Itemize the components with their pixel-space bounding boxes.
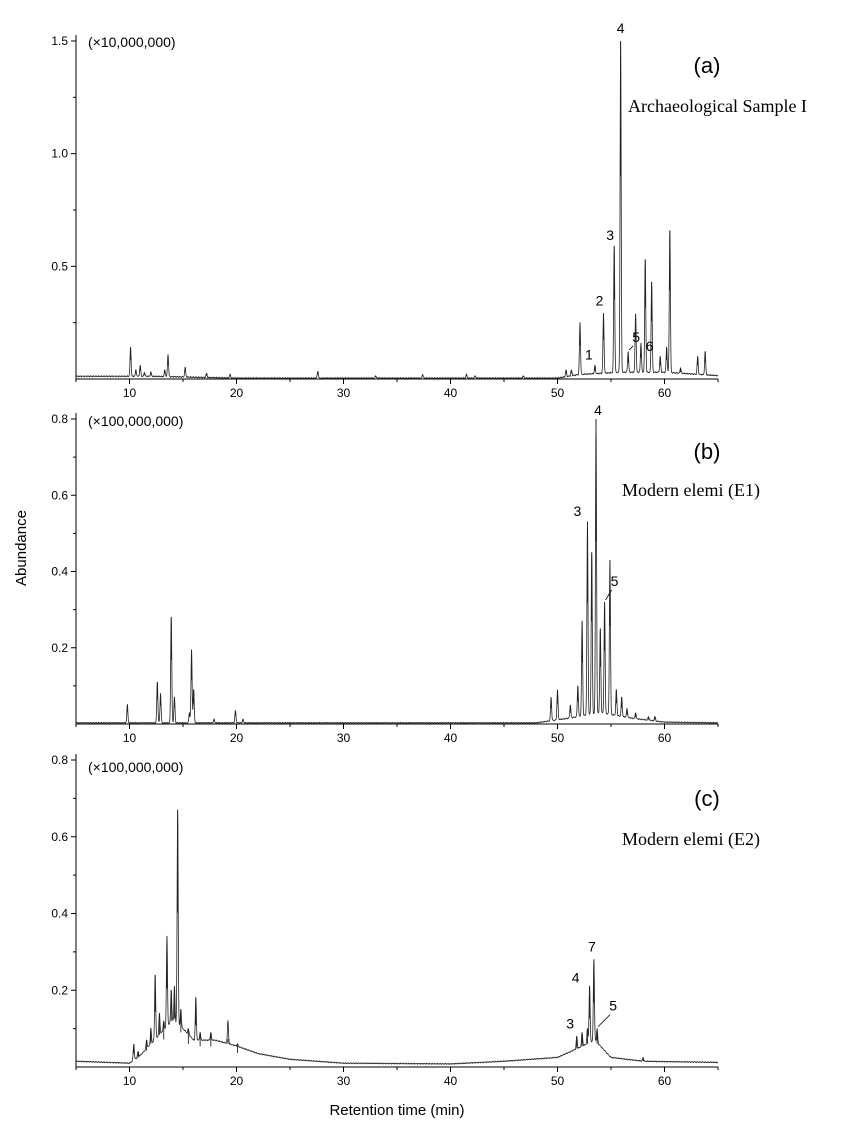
- peak-annotation: 5: [632, 329, 640, 345]
- y-tick-label: 0.6: [51, 488, 68, 502]
- y-multiplier-label: (×10,000,000): [88, 34, 176, 50]
- panels-container: 10 20 30 40 50 60 0.5 1.0 1.5 (×10,000,000) (a) Arc…: [51, 20, 807, 1088]
- peak-annotation: 4: [617, 20, 625, 36]
- panel-b: 10 20 30 40 50 60 0.2 0.4 0.6 0.8 (×100,000,000) (b…: [51, 402, 760, 745]
- x-tick-label: 60: [658, 731, 672, 745]
- panel-letter: (a): [694, 53, 721, 78]
- x-tick-label: 10: [123, 1074, 137, 1088]
- x-tick-label: 20: [230, 386, 244, 400]
- y-tick-label: 0.4: [51, 565, 68, 579]
- panel-a: 10 20 30 40 50 60 0.5 1.0 1.5 (×10,000,000) (a) Arc…: [51, 20, 807, 400]
- annotation-leader: [605, 589, 612, 601]
- peak-annotation: 4: [594, 402, 602, 418]
- x-tick-label: 40: [444, 1074, 458, 1088]
- x-tick-label: 10: [123, 731, 137, 745]
- peak-annotation: 7: [588, 939, 596, 955]
- peak-annotation: 5: [611, 573, 619, 589]
- x-tick-label: 50: [551, 731, 565, 745]
- panel-title: Modern elemi (E1): [622, 480, 760, 501]
- y-tick-label: 1.0: [51, 147, 68, 161]
- y-tick-label: 0.8: [51, 412, 68, 426]
- y-tick-label: 0.6: [51, 830, 68, 844]
- y-tick-label: 0.8: [51, 753, 68, 767]
- x-tick-label: 30: [337, 1074, 351, 1088]
- x-tick-label: 20: [230, 1074, 244, 1088]
- annotation-leader: [597, 1014, 611, 1027]
- y-multiplier-label: (×100,000,000): [88, 413, 183, 429]
- x-tick-label: 10: [123, 386, 137, 400]
- panel-title: Modern elemi (E2): [622, 829, 760, 850]
- x-tick-label: 40: [444, 386, 458, 400]
- x-tick-label: 60: [658, 1074, 672, 1088]
- chromatogram-trace: [75, 419, 719, 724]
- panel-c: 10 20 30 40 50 60 0.2 0.4 0.6 0.8 (×100,000,000) (c…: [51, 753, 760, 1088]
- peak-annotation: 3: [606, 227, 614, 243]
- peak-annotation: 6: [646, 338, 654, 354]
- x-tick-label: 50: [551, 1074, 565, 1088]
- peak-annotation: 4: [572, 969, 580, 985]
- x-tick-label: 20: [230, 731, 244, 745]
- peak-annotation: 5: [609, 998, 617, 1014]
- y-tick-label: 0.2: [51, 641, 68, 655]
- y-tick-label: 0.2: [51, 983, 68, 997]
- y-tick-label: 1.5: [51, 34, 68, 48]
- x-tick-label: 30: [337, 731, 351, 745]
- x-tick-label: 40: [444, 731, 458, 745]
- x-tick-label: 30: [337, 386, 351, 400]
- panel-letter: (b): [694, 439, 721, 464]
- peak-annotation: 1: [585, 346, 593, 362]
- chromatogram-trace: [75, 809, 719, 1065]
- x-tick-label: 50: [551, 386, 565, 400]
- peak-annotation: 2: [596, 293, 604, 309]
- figure-ylabel: Abundance: [13, 510, 30, 586]
- annotation-leader: [628, 345, 634, 351]
- chromatogram-trace: [75, 40, 719, 380]
- y-tick-label: 0.4: [51, 907, 68, 921]
- panel-letter: (c): [694, 786, 720, 811]
- x-tick-label: 60: [658, 386, 672, 400]
- peak-annotation: 3: [574, 503, 582, 519]
- peak-annotation: 3: [566, 1015, 574, 1031]
- panel-title: Archaeological Sample I: [628, 96, 807, 116]
- figure-xlabel: Retention time (min): [329, 1102, 464, 1119]
- y-tick-label: 0.5: [51, 259, 68, 273]
- y-multiplier-label: (×100,000,000): [88, 759, 183, 775]
